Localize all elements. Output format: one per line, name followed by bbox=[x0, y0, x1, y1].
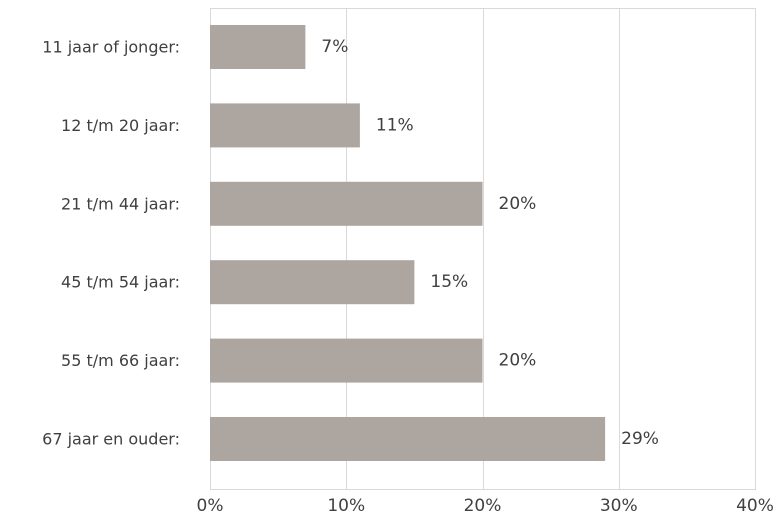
bar-1 bbox=[210, 103, 360, 148]
bars bbox=[210, 25, 606, 461]
x-tick-label-1: 10% bbox=[327, 496, 365, 515]
x-tick-label-3: 30% bbox=[600, 496, 638, 515]
category-label-2: 21 t/m 44 jaar: bbox=[61, 194, 180, 213]
category-labels: 11 jaar of jonger: 12 t/m 20 jaar: 21 t/m … bbox=[42, 38, 180, 449]
gridlines bbox=[210, 8, 756, 490]
category-label-1: 12 t/m 20 jaar: bbox=[61, 116, 180, 135]
data-label-1: 11% bbox=[376, 115, 414, 135]
x-axis-tick-labels: 0% 10% 20% 30% 40% bbox=[197, 496, 774, 516]
bar-2 bbox=[210, 181, 483, 226]
data-label-4: 20% bbox=[499, 351, 537, 371]
bar-5 bbox=[210, 417, 606, 461]
x-tick-label-4: 40% bbox=[736, 496, 774, 515]
x-tick-label-2: 20% bbox=[464, 496, 502, 515]
data-label-2: 20% bbox=[499, 194, 537, 214]
bar-0 bbox=[210, 25, 306, 69]
x-tick-label-0: 0% bbox=[197, 496, 224, 515]
data-labels: 7% 11% 20% 15% 20% 29% bbox=[321, 37, 659, 449]
category-label-5: 67 jaar en ouder: bbox=[42, 430, 180, 449]
category-label-4: 55 t/m 66 jaar: bbox=[61, 351, 180, 370]
data-label-0: 7% bbox=[321, 37, 348, 57]
data-label-5: 29% bbox=[621, 429, 659, 449]
data-label-3: 15% bbox=[430, 272, 468, 292]
category-label-3: 45 t/m 54 jaar: bbox=[61, 273, 180, 292]
category-label-0: 11 jaar of jonger: bbox=[42, 38, 180, 57]
bar-3 bbox=[210, 260, 415, 305]
bar-4 bbox=[210, 338, 483, 383]
